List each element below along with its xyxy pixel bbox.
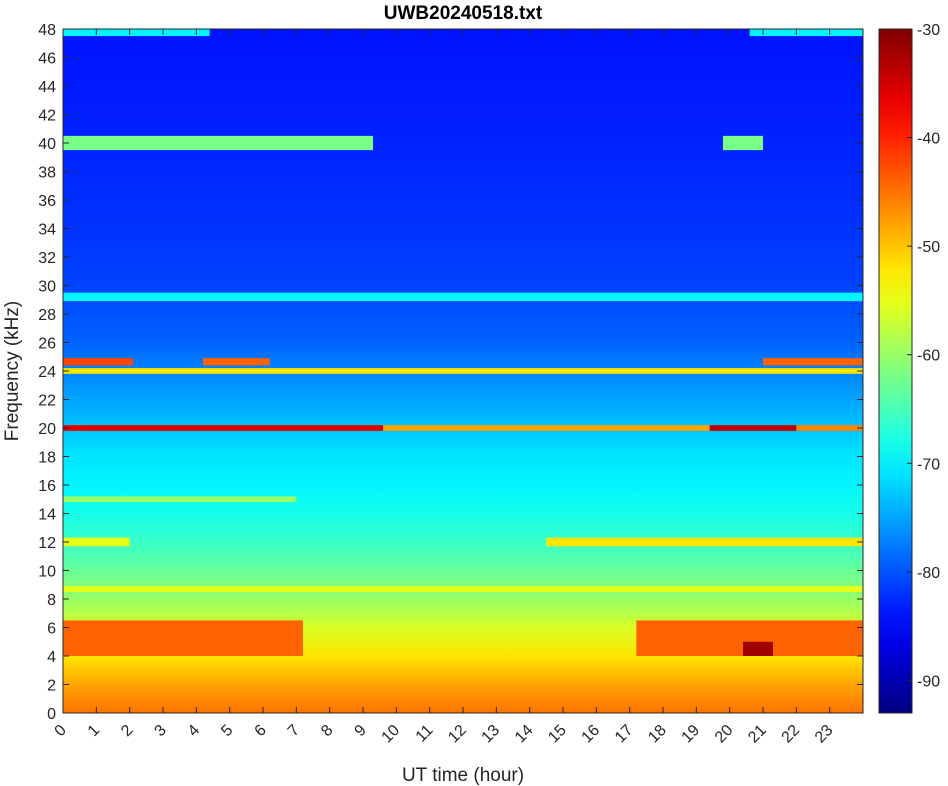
spectral-band-18 [63, 29, 210, 37]
spectral-band-13 [63, 496, 297, 503]
x-tick-label: 22 [779, 722, 804, 747]
y-axis: 0246810121416182022242628303234363840424… [38, 22, 863, 723]
colorbar-tick-label: -90 [917, 673, 940, 690]
y-tick-label: 44 [38, 79, 56, 96]
x-tick-label: 6 [252, 722, 270, 740]
x-tick-label: 2 [118, 722, 136, 740]
x-tick-label: 16 [579, 722, 604, 747]
spectral-band-14 [63, 586, 863, 592]
y-tick-label: 36 [38, 193, 56, 210]
y-tick-label: 40 [38, 136, 56, 153]
y-tick-label: 28 [38, 307, 56, 324]
x-tick-label: 10 [379, 722, 404, 747]
y-tick-label: 10 [38, 564, 56, 581]
spectral-band-15 [63, 620, 303, 656]
spectral-band-8 [63, 135, 373, 151]
y-tick-label: 18 [38, 450, 56, 467]
y-tick-label: 24 [38, 364, 56, 381]
plot-title: UWB20240518.txt [384, 3, 543, 24]
y-tick-label: 6 [47, 621, 56, 638]
x-tick-label: 7 [285, 722, 303, 740]
spectral-band-3 [796, 425, 863, 431]
y-tick-label: 34 [38, 222, 56, 239]
colorbar-gradient [879, 29, 912, 713]
y-tick-label: 8 [47, 592, 56, 609]
colorbar-tick-label: -30 [917, 22, 940, 39]
y-tick-label: 30 [38, 279, 56, 296]
x-axis-title: UT time (hour) [402, 765, 524, 786]
x-tick-label: 15 [545, 722, 570, 747]
spectral-band-2 [709, 425, 797, 431]
spectral-band-5 [203, 358, 270, 366]
spectral-band-1 [383, 425, 710, 431]
x-tick-label: 21 [745, 722, 770, 747]
x-tick-label: 14 [512, 722, 537, 747]
x-tick-label: 12 [445, 722, 470, 747]
x-tick-label: 20 [712, 722, 737, 747]
x-tick-label: 17 [612, 722, 637, 747]
colorbar-tick-label: -50 [917, 239, 940, 256]
spectral-band-17 [743, 641, 773, 656]
colorbar-tick-label: -80 [917, 565, 940, 582]
y-tick-label: 20 [38, 421, 56, 438]
y-tick-label: 48 [38, 22, 56, 39]
y-tick-label: 46 [38, 51, 56, 68]
spectral-band-6 [763, 358, 863, 366]
y-tick-label: 2 [47, 678, 56, 695]
spectral-band-9 [723, 135, 763, 151]
x-tick-label: 5 [218, 722, 236, 740]
spectral-band-11 [546, 537, 863, 547]
y-tick-label: 4 [47, 649, 56, 666]
y-tick-label: 12 [38, 535, 56, 552]
x-tick-label: 11 [413, 722, 437, 746]
colorbar-frame [878, 28, 913, 714]
spectral-band-7 [63, 368, 863, 374]
y-tick-label: 26 [38, 336, 56, 353]
colorbar-tick-label: -40 [917, 131, 940, 148]
colorbar: -30 -40 -50 -60 -70 -80 -90 [878, 22, 940, 714]
x-tick-label: 8 [318, 722, 336, 740]
spectral-band-10 [63, 292, 863, 302]
spectral-band-12 [63, 537, 130, 547]
x-tick-label: 13 [479, 722, 504, 747]
x-tick-label: 1 [85, 722, 103, 740]
x-tick-label: 18 [645, 722, 670, 747]
x-tick-label: 19 [679, 722, 704, 747]
spectral-band-19 [749, 29, 863, 37]
y-tick-label: 22 [38, 393, 56, 410]
colorbar-tick-label: -70 [917, 456, 940, 473]
y-tick-label: 14 [38, 507, 56, 524]
colorbar-tick-label: -60 [917, 348, 940, 365]
y-tick-label: 16 [38, 478, 56, 495]
x-tick-label: 0 [52, 722, 70, 740]
y-tick-label: 32 [38, 250, 56, 267]
x-tick-label: 9 [352, 722, 370, 740]
spectral-band-0 [63, 425, 383, 431]
y-axis-title: Frequency (kHz) [2, 301, 23, 441]
y-tick-label: 0 [47, 706, 56, 723]
y-tick-label: 38 [38, 165, 56, 182]
x-tick-label: 23 [812, 722, 837, 747]
x-tick-label: 4 [185, 722, 203, 740]
y-tick-label: 42 [38, 108, 56, 125]
x-tick-label: 3 [152, 722, 170, 740]
spectral-band-4 [63, 358, 133, 366]
spectrogram-plot-area [63, 29, 863, 713]
